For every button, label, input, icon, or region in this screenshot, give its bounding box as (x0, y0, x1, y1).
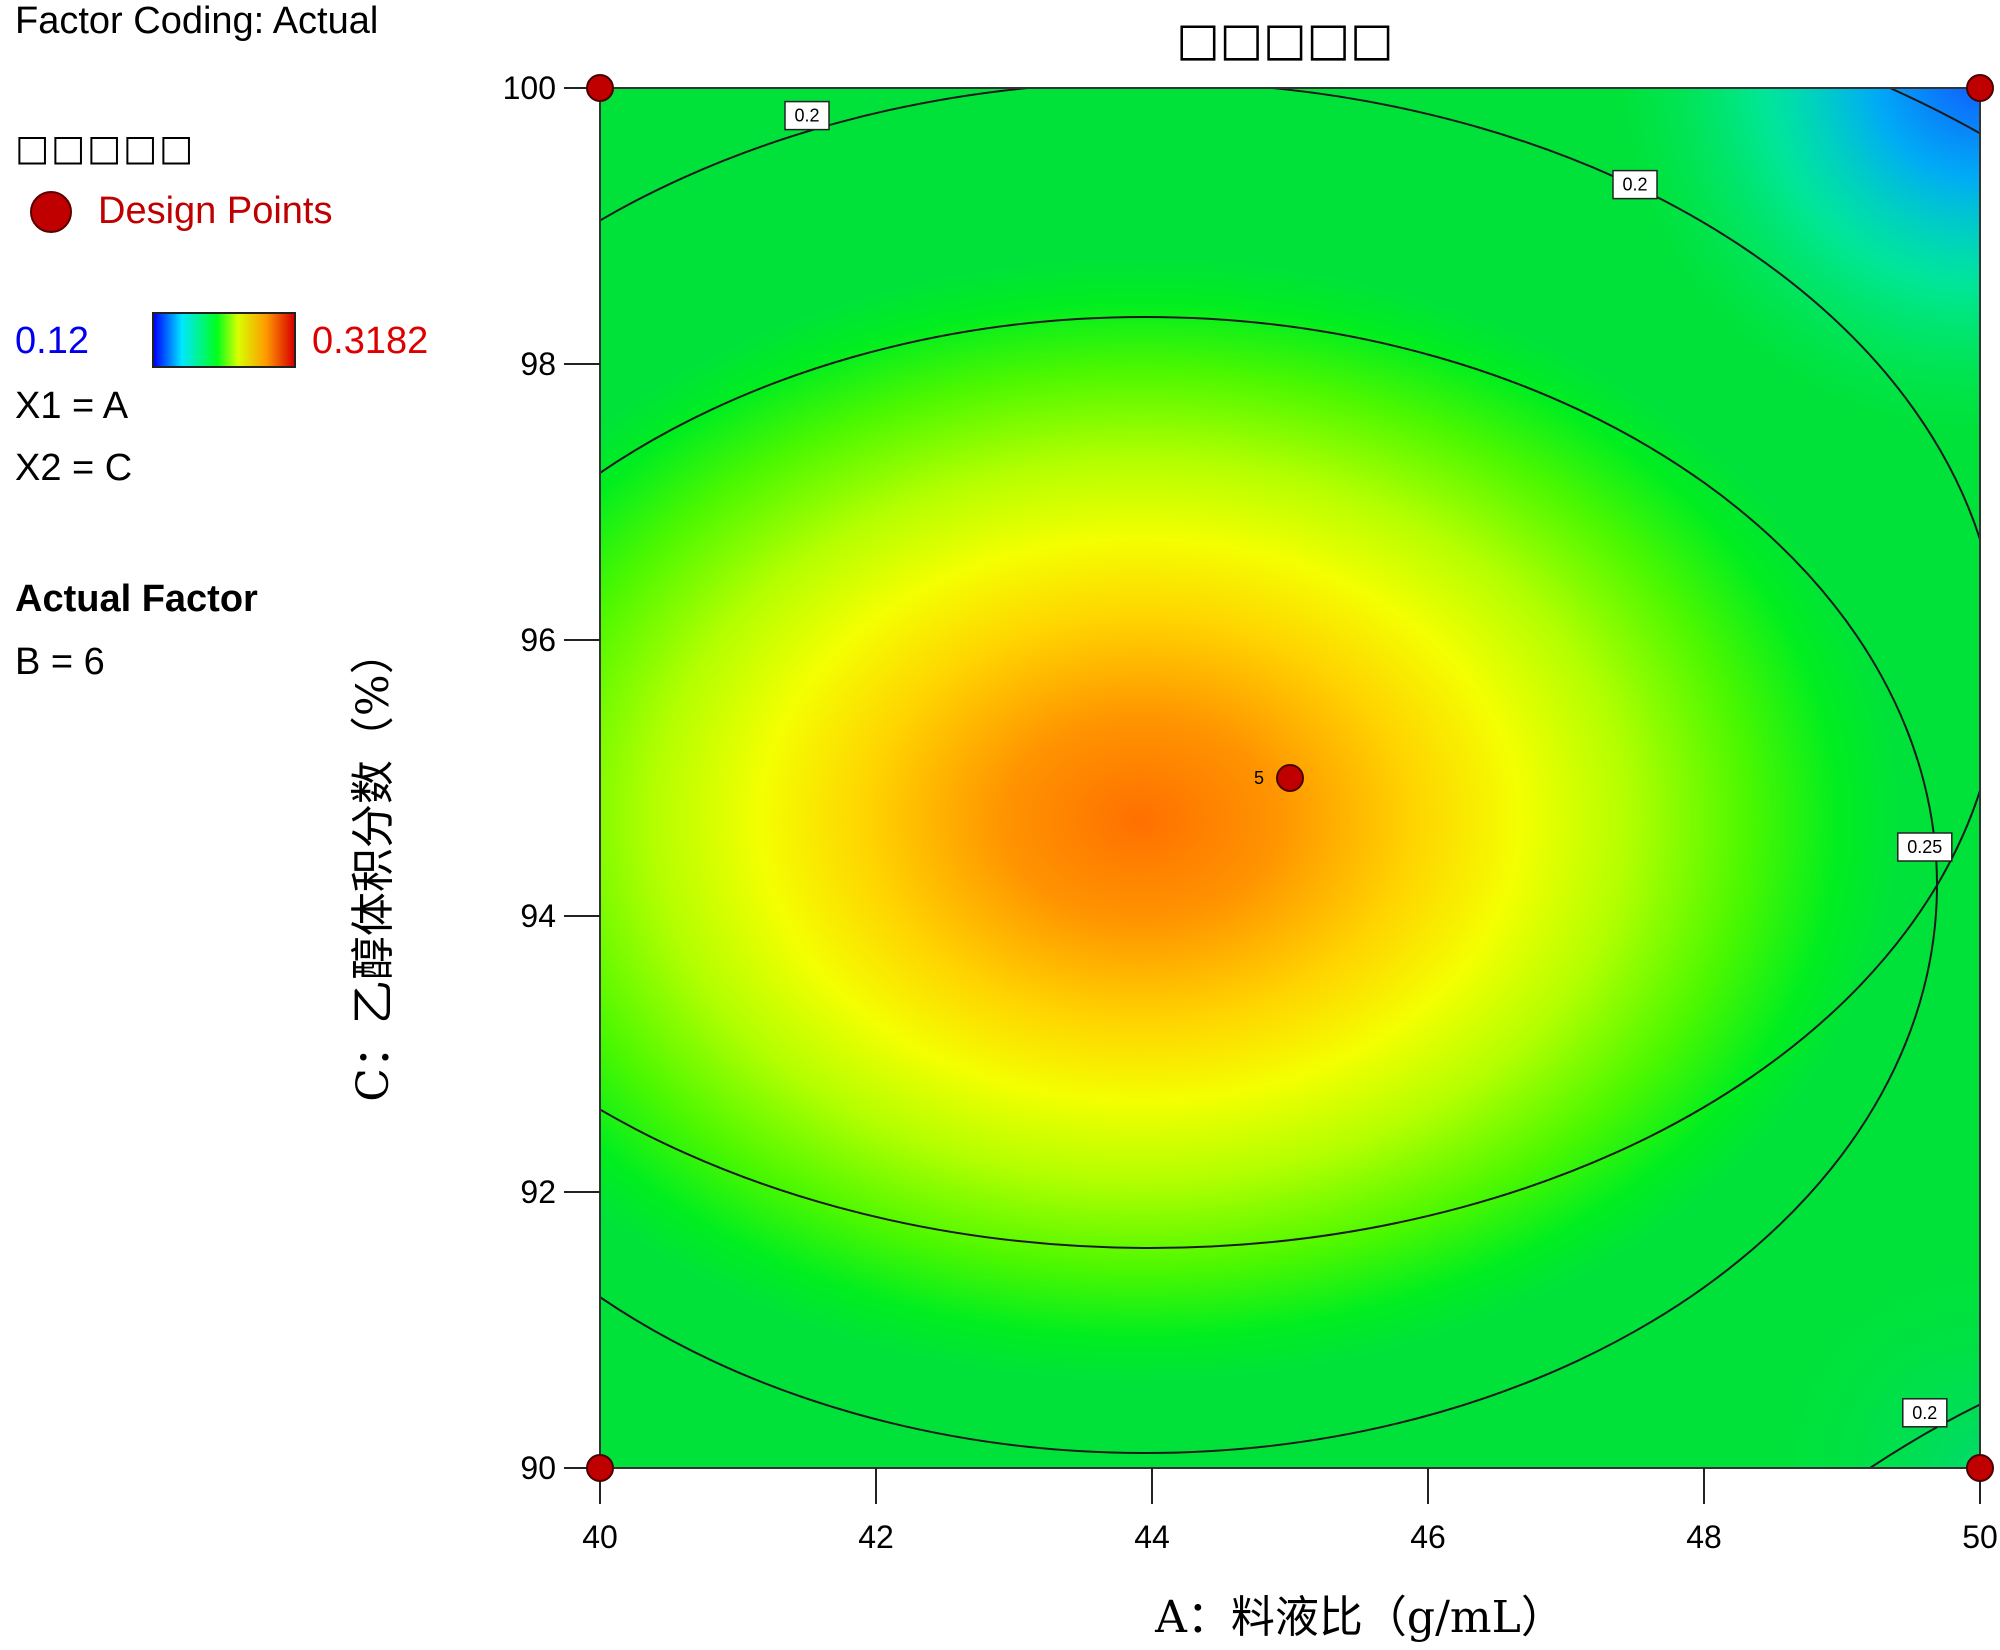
y-axis-title: C：乙醇体积分数（%） (348, 630, 399, 1101)
x-tick-label: 50 (1962, 1519, 1998, 1555)
design-point (586, 74, 614, 102)
contour-label: 0.2 (784, 100, 830, 131)
colorbar-max-label: 0.3182 (312, 320, 429, 362)
x-tick-label: 40 (582, 1519, 618, 1555)
design-point-label: 5 (1254, 768, 1264, 788)
x-tick-label: 42 (858, 1519, 894, 1555)
contour-lines (600, 88, 1980, 1468)
contour-label-box (1902, 1398, 1948, 1428)
contour-line-0.2-top (600, 88, 1980, 1249)
design-points-legend: Design Points (30, 190, 332, 233)
response-title: □□□□□ (15, 128, 196, 169)
y-tick-label: 90 (520, 1450, 556, 1486)
design-points-label: Design Points (98, 190, 333, 232)
contour-label-text: 0.25 (1907, 837, 1942, 857)
plot-frame (599, 87, 1981, 1469)
y-tick-label: 92 (520, 1174, 556, 1210)
x1-mapping: X1 = A (15, 385, 129, 427)
contour-line-0.25 (600, 316, 1938, 1454)
design-point-marker-icon (30, 190, 72, 233)
contour-line-0.2-corner (1869, 1403, 1980, 1468)
design-points: 5 (586, 74, 1994, 1482)
contour-labels: 0.2 0.2 0.25 0.2 (784, 100, 1953, 1428)
contour-label-box (1612, 169, 1658, 200)
contour-label-text: 0.2 (794, 106, 819, 126)
design-point (1966, 74, 1994, 102)
contour-label-box (784, 100, 830, 131)
contour-line-top-right (1889, 88, 1980, 135)
contour-label-text: 0.2 (1622, 175, 1647, 195)
chart-title: □□□□□ (1176, 12, 1393, 66)
y-tick-label: 98 (520, 346, 556, 382)
y-tick-label: 96 (520, 622, 556, 658)
colorbar-min-label: 0.12 (15, 320, 89, 362)
contour-label-text: 0.2 (1912, 1403, 1937, 1423)
legend-panel: Factor Coding: Actual □□□□□ Design Point… (0, 0, 460, 760)
colorbar (152, 312, 296, 368)
contour-label: 0.2 (1612, 169, 1658, 200)
actual-factor-heading: Actual Factor (15, 578, 258, 620)
axes: 40 42 44 46 48 50 90 92 94 96 98 100 (503, 70, 1998, 1555)
contour-label: 0.2 (1902, 1398, 1948, 1428)
contour-label-box (1897, 832, 1953, 862)
design-point (586, 1454, 614, 1482)
design-point (1276, 764, 1304, 792)
x-axis-title: A：料液比（g/mL） (1154, 1592, 1565, 1643)
y-tick-label: 100 (503, 70, 556, 106)
x-tick-label: 48 (1686, 1519, 1722, 1555)
x-tick-label: 46 (1410, 1519, 1446, 1555)
contour-label: 0.25 (1897, 832, 1953, 862)
design-point (1966, 1454, 1994, 1482)
x2-mapping: X2 = C (15, 447, 133, 489)
actual-factor-value: B = 6 (15, 641, 105, 683)
y-tick-label: 94 (520, 898, 556, 934)
x-tick-label: 44 (1134, 1519, 1170, 1555)
factor-coding-label: Factor Coding: Actual (15, 0, 379, 42)
